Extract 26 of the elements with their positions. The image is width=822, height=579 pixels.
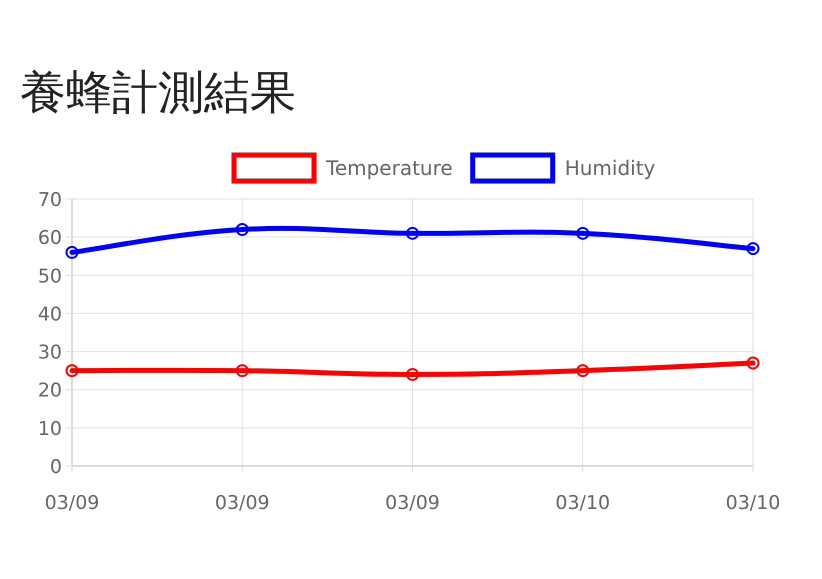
point (406, 226, 419, 240)
legend-label: Humidity (564, 156, 656, 180)
x-tick-label: 03/10 (555, 492, 610, 514)
y-tick-label: 70 (38, 189, 62, 211)
x-tick-label: 03/09 (214, 492, 270, 514)
y-tick-label: 50 (38, 265, 62, 288)
point (66, 364, 78, 378)
y-tick-label: 30 (38, 342, 62, 364)
point (576, 364, 590, 378)
x-tick-label: 03/09 (44, 492, 100, 514)
y-tick-label: 0 (50, 456, 62, 478)
x-tick-label: 03/10 (726, 492, 780, 514)
point (746, 242, 760, 256)
chart-title: 養蜂計測結果 (20, 65, 296, 119)
point (406, 368, 419, 381)
point (236, 364, 249, 378)
y-tick-label: 10 (38, 418, 62, 440)
y-tick-label: 60 (38, 227, 62, 250)
point (66, 246, 78, 259)
point (746, 356, 760, 370)
y-tick-label: 20 (38, 380, 62, 402)
y-tick-label: 40 (38, 303, 62, 326)
point (576, 226, 590, 240)
point (236, 223, 249, 236)
legend-label: Temperature (325, 156, 453, 180)
x-tick-label: 03/09 (385, 492, 440, 514)
